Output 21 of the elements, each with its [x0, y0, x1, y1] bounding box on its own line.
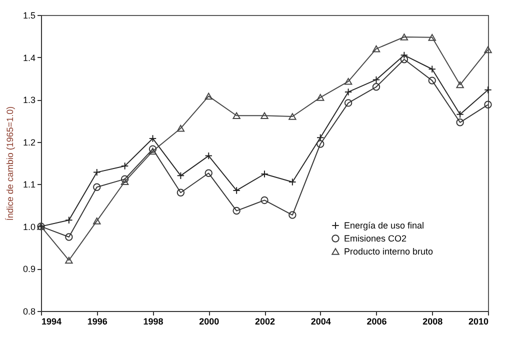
y-tick-label: 1.3	[22, 95, 36, 106]
x-tick-label: 1996	[87, 316, 108, 326]
y-tick-label: 1.1	[22, 180, 36, 190]
y-tick-label: 1.2	[22, 137, 36, 148]
y-tick-label: 1.0	[22, 222, 36, 232]
y-tick-label: 1.5	[22, 10, 36, 20]
legend-label: Energía de uso final	[344, 220, 424, 230]
y-tick-label: 1.4	[22, 52, 36, 63]
x-tick-label: 1998	[143, 316, 164, 326]
legend-label: Emisiones CO2	[344, 234, 407, 244]
x-tick-label: 2006	[366, 316, 387, 326]
x-tick-label: 1994	[42, 316, 62, 326]
y-tick-label: 0.9	[22, 264, 36, 274]
x-tick-label: 2002	[254, 316, 276, 326]
y-axis-title: Índice de cambio (1965=1.0)	[4, 106, 15, 221]
x-tick-label: 2004	[310, 316, 331, 326]
x-tick-label: 2000	[199, 316, 220, 326]
x-tick-label: 2010	[468, 316, 488, 326]
x-tick-label: 2008	[422, 316, 443, 326]
y-tick-label: 0.8	[22, 306, 36, 316]
legend-label: Producto interno bruto	[344, 246, 434, 256]
